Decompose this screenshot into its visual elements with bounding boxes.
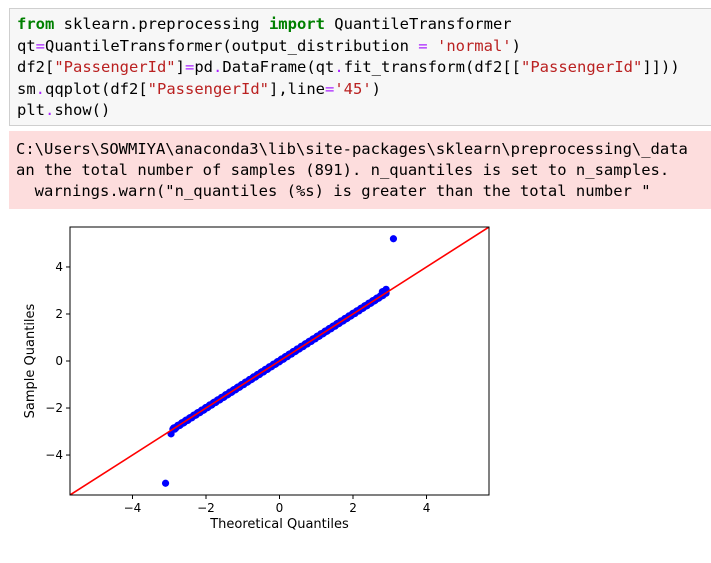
code-line: sm.qqplot(df2["PassengerId"],line='45') <box>17 79 711 101</box>
code-line: from sklearn.preprocessing import Quanti… <box>17 14 711 36</box>
qq-plot: −4 −2 0 2 4 −4 −2 0 2 4 Theoretical Quantiles Sampl… <box>23 226 490 532</box>
code-token: fit_transform(df2[[ <box>343 58 521 76</box>
code-token: plt <box>17 101 45 119</box>
code-token: "PassengerId" <box>147 79 269 98</box>
y-tick-label: 4 <box>55 260 63 274</box>
reference-line <box>70 227 489 495</box>
code-line: df2["PassengerId"]=pd.DataFrame(qt.fit_t… <box>17 57 711 79</box>
code-cell-input[interactable]: from sklearn.preprocessing import Quanti… <box>9 8 711 126</box>
stderr-line: an the total number of samples (891). n_… <box>16 161 670 179</box>
code-token: . <box>45 101 55 119</box>
code-token: sklearn.preprocessing <box>54 15 269 33</box>
code-token: import <box>268 15 325 33</box>
code-line: qt=QuantileTransformer(output_distributi… <box>17 36 711 58</box>
code-token: qt <box>17 36 36 55</box>
code-token: "PassengerId" <box>54 58 176 76</box>
y-axis-label: Sample Quantiles <box>23 303 38 418</box>
code-token: ]])) <box>642 58 680 76</box>
x-tick-label: −2 <box>197 501 215 515</box>
code-token: QuantileTransformer <box>324 15 512 33</box>
code-token: DataFrame(qt <box>222 58 335 76</box>
code-token: qqplot(df2[ <box>45 79 148 98</box>
code-token: show() <box>54 101 111 119</box>
code-line: plt.show() <box>17 100 711 122</box>
code-token: = <box>35 36 46 55</box>
code-token: = <box>418 36 428 55</box>
code-token: = <box>185 58 195 76</box>
code-token: from <box>17 15 55 33</box>
code-token: ] <box>175 58 185 76</box>
code-token: pd <box>194 58 214 76</box>
code-token: . <box>213 58 223 76</box>
x-tick-label: 2 <box>349 501 357 515</box>
code-token: = <box>325 79 335 98</box>
code-token: QuantileTransformer(output_distribution <box>45 36 419 55</box>
code-token: "PassengerId" <box>521 58 643 76</box>
x-tick-label: 4 <box>423 501 431 515</box>
x-axis-label: Theoretical Quantiles <box>209 517 349 532</box>
code-token: ) <box>371 79 382 98</box>
y-tick-label: 0 <box>55 354 63 368</box>
code-token <box>428 37 437 55</box>
code-token: . <box>334 58 344 76</box>
data-point <box>389 235 398 243</box>
code-token: '45' <box>334 79 372 98</box>
x-tick-label: −4 <box>124 501 142 515</box>
code-token: . <box>35 79 46 98</box>
code-token: ) <box>511 36 521 55</box>
code-token: ],line <box>269 79 325 98</box>
y-tick-label: −2 <box>45 401 63 415</box>
stderr-line: C:\Users\SOWMIYA\anaconda3\lib\site-pack… <box>16 140 688 158</box>
data-point <box>161 479 170 487</box>
code-token: sm <box>17 79 36 98</box>
code-token: 'normal' <box>436 36 512 55</box>
y-tick-label: 2 <box>55 307 63 321</box>
stderr-output: C:\Users\SOWMIYA\anaconda3\lib\site-pack… <box>9 131 711 209</box>
x-tick-label: 0 <box>276 501 284 515</box>
stderr-line: warnings.warn("n_quantiles (%s) is great… <box>16 182 651 200</box>
code-token: df2[ <box>17 58 55 76</box>
y-tick-label: −4 <box>45 448 63 462</box>
